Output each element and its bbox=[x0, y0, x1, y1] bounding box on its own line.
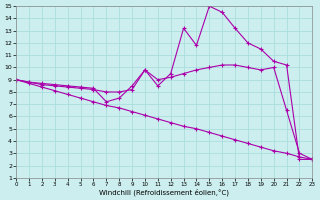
X-axis label: Windchill (Refroidissement éolien,°C): Windchill (Refroidissement éolien,°C) bbox=[99, 188, 229, 196]
